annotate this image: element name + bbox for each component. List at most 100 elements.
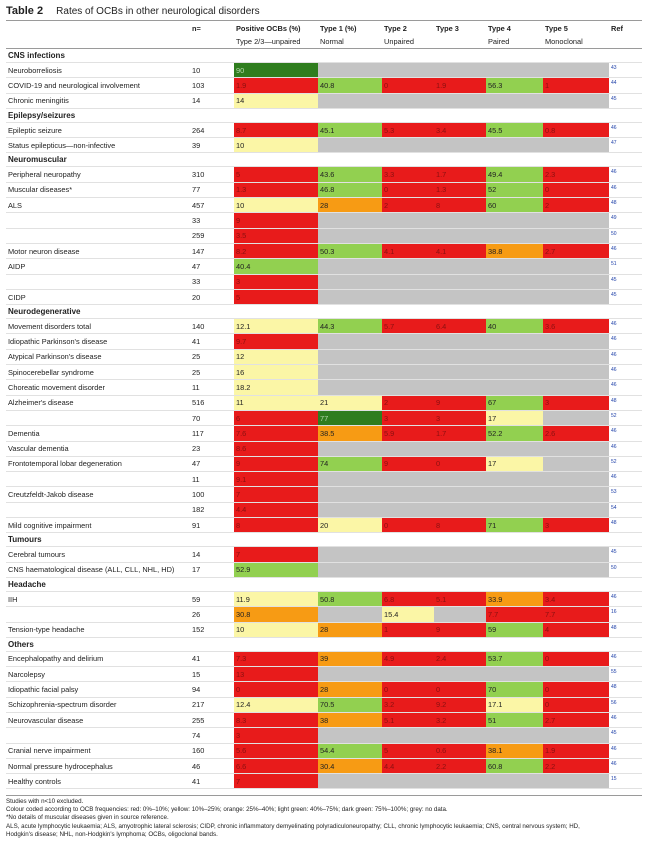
cell-type-5: 1.9 <box>543 743 609 759</box>
reference-link[interactable]: 46 <box>609 471 642 488</box>
cell-type-3: 1.3 <box>434 182 486 199</box>
reference-link[interactable]: 15 <box>609 773 642 790</box>
row-label: IIH <box>6 591 190 608</box>
cell-n: 152 <box>190 622 234 638</box>
table-row: Motor neuron disease 147 8.2 50.3 4.1 4.1 38.8… <box>6 243 642 260</box>
table-row: Dementia 117 7.6 38.5 5.9 1.7 52.2 2.6 46 <box>6 425 642 442</box>
cell-type-1 <box>318 258 382 275</box>
reference-link[interactable]: 48 <box>609 681 642 698</box>
reference-link[interactable]: 45 <box>609 727 642 744</box>
reference-link[interactable]: 46 <box>609 712 642 729</box>
cell-type-1 <box>318 93 382 109</box>
cell-type-4 <box>486 289 543 306</box>
reference-link[interactable]: 46 <box>609 166 642 183</box>
cell-type-5: 2 <box>543 197 609 214</box>
reference-link[interactable]: 48 <box>609 395 642 411</box>
reference-link[interactable]: 45 <box>609 289 642 306</box>
reference-link[interactable]: 53 <box>609 486 642 503</box>
header-positive-ocbs: Positive OCBs (%) <box>236 24 301 33</box>
cell-type-4: 33.9 <box>486 591 543 608</box>
cell-type-4 <box>486 546 543 563</box>
reference-link[interactable]: 46 <box>609 441 642 457</box>
reference-link[interactable]: 46 <box>609 758 642 775</box>
cell-type-4: 40 <box>486 318 543 335</box>
cell-type-3: 3.2 <box>434 712 486 729</box>
reference-link[interactable]: 46 <box>609 591 642 608</box>
cell-type-5: 0 <box>543 681 609 698</box>
reference-link[interactable]: 50 <box>609 228 642 244</box>
reference-link[interactable]: 46 <box>609 122 642 139</box>
header-type-5-sub: Monoclonal <box>543 35 609 49</box>
cell-type-2: 15.4 <box>382 606 434 623</box>
reference-link[interactable]: 43 <box>609 62 642 79</box>
cell-type-2: 5.7 <box>382 318 434 335</box>
cell-type-1 <box>318 349 382 366</box>
cell-type-4 <box>486 502 543 519</box>
reference-link[interactable]: 45 <box>609 546 642 563</box>
cell-type-1 <box>318 289 382 306</box>
cell-n: 14 <box>190 546 234 563</box>
cell-type-3 <box>434 441 486 457</box>
reference-link[interactable]: 55 <box>609 666 642 683</box>
reference-link[interactable]: 52 <box>609 456 642 473</box>
section-heading: Headache <box>6 577 642 592</box>
reference-link[interactable]: 46 <box>609 333 642 350</box>
row-label: Frontotemporal lobar degeneration <box>6 456 190 473</box>
cell-n: 59 <box>190 591 234 608</box>
reference-link[interactable]: 46 <box>609 743 642 759</box>
cell-type-4 <box>486 727 543 744</box>
cell-type-3: 5.1 <box>434 591 486 608</box>
cell-type-3 <box>434 379 486 396</box>
reference-link[interactable]: 16 <box>609 606 642 623</box>
reference-link[interactable]: 48 <box>609 517 642 534</box>
cell-type-1 <box>318 62 382 79</box>
cell-positive-ocbs: 11.9 <box>234 591 318 608</box>
reference-link[interactable]: 52 <box>609 410 642 427</box>
cell-type-4 <box>486 137 543 154</box>
reference-link[interactable]: 46 <box>609 364 642 381</box>
cell-type-3 <box>434 333 486 350</box>
cell-type-5 <box>543 93 609 109</box>
table-row: Neuroborreliosis 10 90 43 <box>6 62 642 79</box>
cell-type-3 <box>434 212 486 229</box>
reference-link[interactable]: 45 <box>609 93 642 109</box>
reference-link[interactable]: 49 <box>609 212 642 229</box>
reference-link[interactable]: 47 <box>609 137 642 154</box>
cell-type-1: 74 <box>318 456 382 473</box>
table-label: Table 2 <box>6 5 44 17</box>
table-row: 26 30.8 15.4 7.7 7.7 16 <box>6 606 642 623</box>
row-label: Cerebral tumours <box>6 546 190 563</box>
reference-link[interactable]: 56 <box>609 697 642 713</box>
cell-n: 117 <box>190 425 234 442</box>
table-row: Creutzfeldt-Jakob disease 100 7 53 <box>6 486 642 503</box>
reference-link[interactable]: 50 <box>609 562 642 578</box>
cell-type-4 <box>486 471 543 488</box>
reference-link[interactable]: 46 <box>609 425 642 442</box>
reference-link[interactable]: 48 <box>609 622 642 638</box>
reference-link[interactable]: 46 <box>609 182 642 199</box>
reference-link[interactable]: 46 <box>609 243 642 260</box>
cell-type-3 <box>434 93 486 109</box>
reference-link[interactable]: 51 <box>609 258 642 275</box>
cell-positive-ocbs: 6 <box>234 410 318 427</box>
reference-link[interactable]: 44 <box>609 77 642 94</box>
cell-positive-ocbs: 3 <box>234 274 318 290</box>
header-n-sub <box>190 35 234 49</box>
cell-type-2: 2 <box>382 197 434 214</box>
cell-type-5: 2.6 <box>543 425 609 442</box>
cell-n: 23 <box>190 441 234 457</box>
cell-type-4: 52.2 <box>486 425 543 442</box>
table-row: Status epilepticus—non-infective 39 10 47 <box>6 137 642 154</box>
cell-positive-ocbs: 90 <box>234 62 318 79</box>
reference-link[interactable]: 46 <box>609 349 642 366</box>
header-type-3-sub <box>434 35 486 49</box>
reference-link[interactable]: 46 <box>609 318 642 335</box>
table-row: Healthy controls 41 7 15 <box>6 773 642 790</box>
reference-link[interactable]: 48 <box>609 197 642 214</box>
section-heading: CNS infections <box>6 48 642 63</box>
reference-link[interactable]: 54 <box>609 502 642 519</box>
reference-link[interactable]: 46 <box>609 379 642 396</box>
cell-type-4 <box>486 274 543 290</box>
reference-link[interactable]: 45 <box>609 274 642 290</box>
reference-link[interactable]: 46 <box>609 651 642 668</box>
